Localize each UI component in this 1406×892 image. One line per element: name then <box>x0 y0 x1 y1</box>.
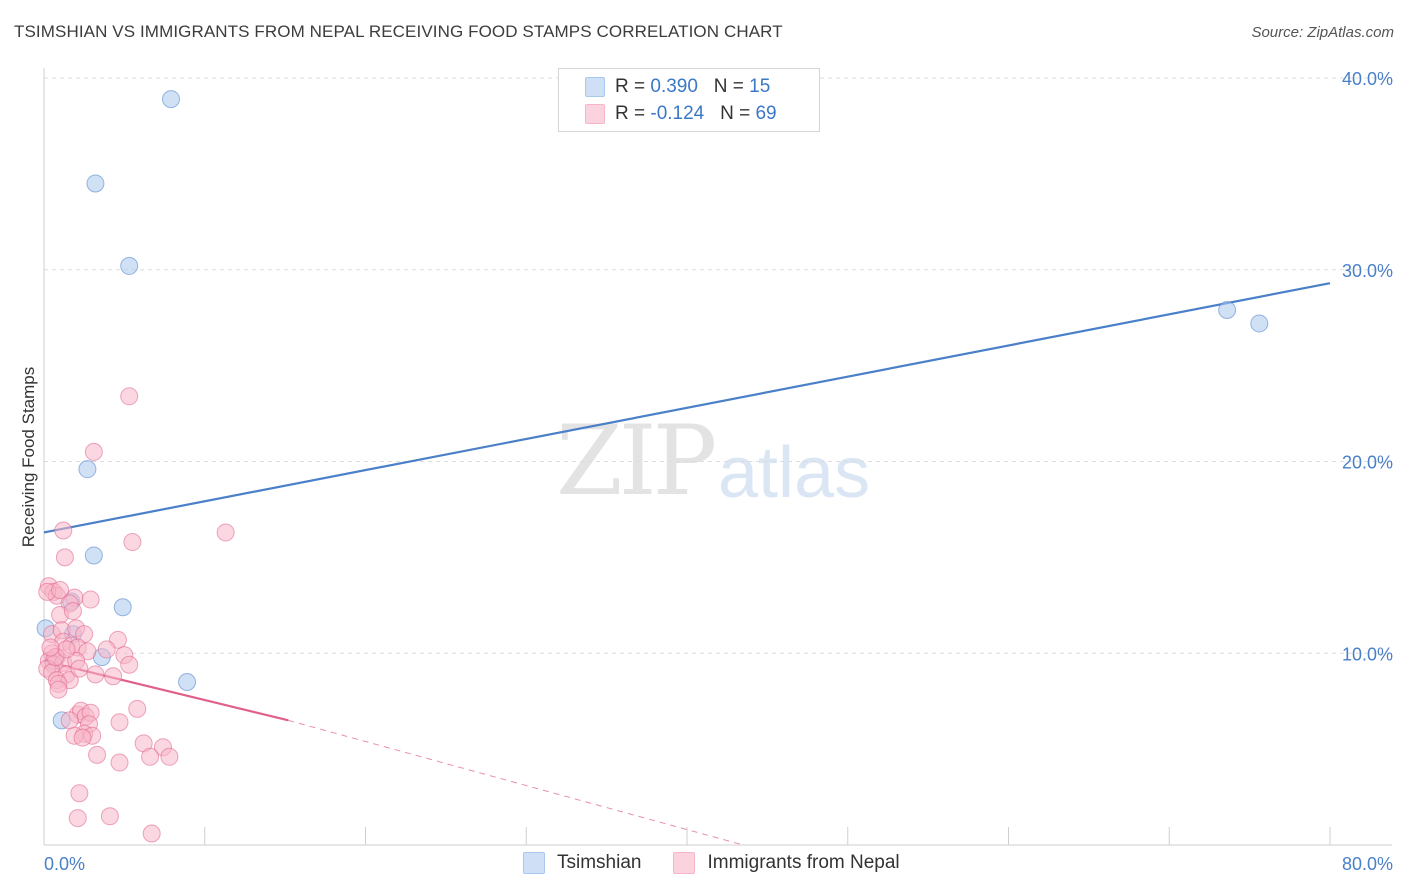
point-nepal <box>128 699 147 718</box>
series-swatch-nepal <box>673 852 696 874</box>
point-nepal <box>60 711 79 730</box>
point-tsimshian <box>78 460 97 479</box>
point-nepal <box>68 809 87 828</box>
legend-n-label: N = <box>720 103 756 124</box>
point-tsimshian <box>161 90 180 109</box>
x-tick-label-min: 0.0% <box>44 854 85 874</box>
legend-n-value: 69 <box>755 103 777 124</box>
y-tick-label: 10.0% <box>1342 644 1393 664</box>
point-nepal <box>160 747 179 766</box>
point-nepal <box>51 580 70 599</box>
legend-r-value: -0.124 <box>650 103 705 124</box>
point-nepal <box>142 824 161 843</box>
legend-r-label: R = <box>615 103 651 124</box>
series-legend-tsimshian: Tsimshian <box>523 852 641 874</box>
point-nepal <box>216 523 235 542</box>
point-nepal <box>97 640 116 659</box>
point-nepal <box>123 533 142 552</box>
point-nepal <box>73 728 92 747</box>
point-tsimshian <box>120 256 139 275</box>
correlation-legend: R = 0.390 N = 15 R = -0.124 N = 69 <box>558 68 820 132</box>
trend-line-nepal-extension <box>288 719 744 846</box>
point-nepal <box>104 667 123 686</box>
point-tsimshian <box>1218 301 1237 320</box>
y-tick-label: 20.0% <box>1342 453 1393 473</box>
trend-line-tsimshian <box>43 282 1331 534</box>
legend-swatch-tsimshian <box>585 77 605 97</box>
axes <box>43 68 1392 846</box>
x-tick-label-max: 80.0% <box>1342 854 1393 874</box>
point-nepal <box>55 548 74 567</box>
legend-row-tsimshian: R = 0.390 N = 15 <box>585 75 770 99</box>
point-nepal <box>120 387 139 406</box>
y-tick-label: 30.0% <box>1342 261 1393 281</box>
point-nepal <box>70 784 89 803</box>
point-nepal <box>54 521 73 540</box>
legend-swatch-nepal <box>585 104 605 124</box>
point-nepal <box>41 638 60 657</box>
point-nepal <box>84 442 103 461</box>
point-nepal <box>110 713 129 732</box>
series-legend: Tsimshian Immigrants from Nepal <box>523 852 932 874</box>
legend-r-label: R = <box>615 76 651 97</box>
point-nepal <box>141 747 160 766</box>
series-label-tsimshian: Tsimshian <box>557 852 642 873</box>
point-nepal <box>57 640 76 659</box>
point-nepal <box>100 807 119 826</box>
source-label: Source: ZipAtlas.com <box>1251 24 1394 41</box>
point-nepal <box>49 680 68 699</box>
data-points <box>36 90 1269 843</box>
y-tick-label: 40.0% <box>1342 69 1393 89</box>
y-axis-label: Receiving Food Stamps <box>19 367 38 547</box>
point-tsimshian <box>84 546 103 565</box>
point-tsimshian <box>113 598 132 617</box>
trend-lines <box>43 282 1331 846</box>
point-nepal <box>120 655 139 674</box>
grid-lines <box>44 77 1392 654</box>
legend-n-label: N = <box>713 76 750 97</box>
legend-n-value: 15 <box>749 76 771 97</box>
legend-r-value: 0.390 <box>650 76 698 97</box>
point-nepal <box>110 753 129 772</box>
point-nepal <box>63 602 82 621</box>
watermark-atlas: atlas <box>718 433 871 513</box>
axis-labels: 10.0% 20.0% 30.0% 40.0% 0.0% 80.0% Receiving F… <box>19 69 1393 874</box>
chart-title: TSIMSHIAN VS IMMIGRANTS FROM NEPAL RECEI… <box>14 22 783 41</box>
point-tsimshian <box>178 673 197 692</box>
point-nepal <box>88 745 107 764</box>
series-legend-nepal: Immigrants from Nepal <box>673 852 900 874</box>
point-tsimshian <box>1250 314 1269 333</box>
point-tsimshian <box>86 174 105 193</box>
legend-row-nepal: R = -0.124 N = 69 <box>585 102 777 126</box>
series-label-nepal: Immigrants from Nepal <box>707 852 900 873</box>
point-nepal <box>86 665 105 684</box>
point-nepal <box>81 590 100 609</box>
point-nepal <box>70 659 89 678</box>
series-swatch-tsimshian <box>523 852 545 874</box>
